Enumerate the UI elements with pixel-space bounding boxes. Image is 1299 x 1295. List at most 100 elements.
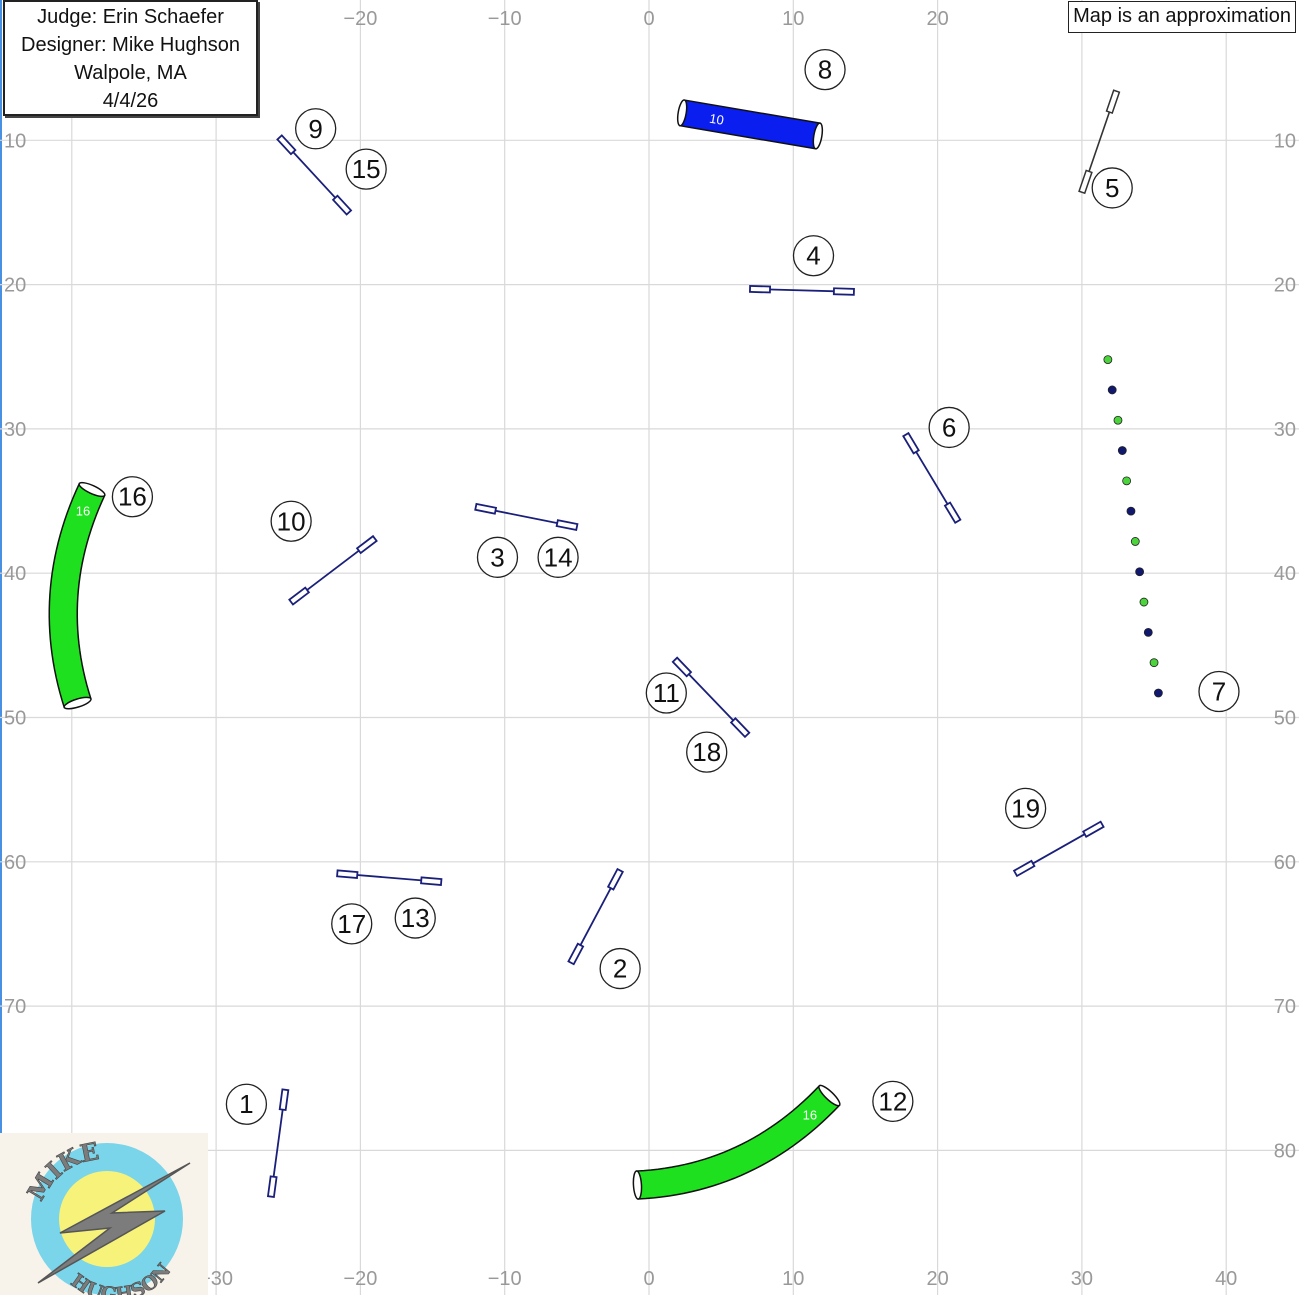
- date-text: 4/4/26: [102, 90, 159, 112]
- obstacle-number-14: 14: [537, 536, 579, 578]
- tunnel-12: 16: [632, 1084, 841, 1200]
- number-circle: [686, 731, 728, 773]
- chute-end: [812, 122, 824, 150]
- tick-label-y-left: 10: [4, 130, 26, 152]
- chute: 10: [676, 99, 824, 150]
- designer-text: Designer: Mike Hughson: [21, 34, 240, 56]
- obstacle-number-6: 6: [928, 406, 970, 449]
- number-circle: [345, 148, 387, 190]
- number-circle: [928, 406, 970, 449]
- obstacle-number-4: 4: [792, 235, 835, 277]
- obstacle-number-2: 2: [599, 947, 641, 990]
- number-label: 2: [613, 954, 627, 984]
- tick-label-x-bottom: 20: [926, 1268, 948, 1290]
- tunnel-end: [632, 1170, 643, 1200]
- chute-body: [679, 99, 821, 150]
- approximation-note: Map is an approximation: [1068, 1, 1296, 33]
- tick-label-x-top: 20: [926, 8, 948, 30]
- weave-pole: [1107, 385, 1117, 395]
- tick-label-x-bottom: −10: [488, 1268, 522, 1290]
- jump-wing: [606, 867, 625, 891]
- obstacle-number-16: 16: [111, 476, 154, 518]
- obstacle-number-8: 8: [804, 48, 846, 91]
- lightning-bolt-icon: [37, 1162, 191, 1284]
- weave-pole: [1103, 355, 1113, 365]
- tick-label-y-left: 70: [4, 996, 26, 1018]
- number-label: 10: [277, 506, 306, 536]
- number-circle: [295, 108, 337, 150]
- number-circle: [792, 235, 835, 277]
- tunnel-16: 16: [48, 481, 106, 710]
- obstacle-number-17: 17: [331, 903, 373, 945]
- mike-hughson-logo: MIKE HUGHSON: [0, 1133, 208, 1295]
- jump-wing: [729, 717, 751, 739]
- jump-wing: [278, 1088, 290, 1112]
- obstacle-number-5: 5: [1091, 167, 1133, 209]
- weave-pole: [1113, 415, 1123, 425]
- number-label: 6: [942, 412, 956, 442]
- number-label: 13: [401, 903, 430, 933]
- number-label: 5: [1105, 173, 1119, 203]
- weave-pole: [1153, 688, 1163, 698]
- tick-label-y-left: 40: [4, 563, 26, 585]
- tick-label-y-left: 50: [4, 708, 26, 730]
- jump-6: [902, 431, 962, 525]
- tick-label-y-right: 10: [1274, 130, 1296, 152]
- jump-wing: [1012, 859, 1036, 878]
- obstacle-number-9: 9: [295, 108, 337, 150]
- jump-wing: [266, 1175, 278, 1198]
- obstacle-number-13: 13: [394, 897, 436, 939]
- jump-2: [567, 867, 625, 966]
- tick-label-y-right: 30: [1274, 419, 1296, 441]
- obstacle-number-12: 12: [872, 1080, 914, 1122]
- number-circle: [476, 536, 519, 578]
- weave-pole: [1126, 506, 1136, 516]
- number-circle: [270, 500, 312, 542]
- tunnel-end: [78, 481, 106, 498]
- number-label: 16: [118, 482, 147, 512]
- tick-label-x-top: 0: [643, 8, 654, 30]
- tick-label-y-right: 50: [1274, 708, 1296, 730]
- weave-pole: [1149, 658, 1159, 668]
- jump-11-18: [671, 656, 751, 739]
- jump-wing: [420, 876, 443, 886]
- panel-wing: [1078, 169, 1093, 195]
- jump-wing: [288, 586, 311, 606]
- number-circle: [225, 1083, 268, 1125]
- judge-text: Judge: Erin Schaefer: [37, 6, 224, 28]
- obstacle-number-7: 7: [1198, 670, 1240, 713]
- tick-label-y-right: 40: [1274, 563, 1296, 585]
- tick-label-x-top: −20: [343, 8, 377, 30]
- jump-wing: [567, 942, 585, 966]
- tick-label-y-left: 60: [4, 852, 26, 874]
- chute-end: [676, 99, 688, 127]
- jump-wing: [355, 534, 378, 555]
- tick-label-x-top: −10: [488, 8, 522, 30]
- weave-pole: [1139, 597, 1149, 607]
- number-circle: [804, 48, 846, 91]
- number-label: 1: [239, 1089, 253, 1119]
- number-label: 8: [818, 55, 832, 85]
- jump-10: [288, 534, 378, 606]
- number-label: 19: [1011, 793, 1040, 823]
- jump-wing: [943, 501, 962, 525]
- tick-label-x-top: 10: [782, 8, 804, 30]
- jump-wing: [902, 431, 920, 455]
- obstacle-number-18: 18: [686, 731, 728, 773]
- tunnel-label: 16: [803, 1108, 817, 1123]
- jump-wing: [555, 519, 579, 532]
- number-label: 15: [352, 154, 381, 184]
- jump-13-17: [336, 869, 443, 886]
- obstacle-number-19: 19: [1004, 787, 1047, 830]
- panel-wing: [1105, 89, 1121, 114]
- jump-wing: [474, 502, 498, 515]
- chute-label: 10: [708, 111, 725, 128]
- jump-wing: [1081, 820, 1105, 838]
- tunnel-label: 16: [76, 504, 90, 519]
- jump-wing: [749, 285, 772, 294]
- weave-pole: [1117, 446, 1127, 455]
- tunnel-end: [818, 1084, 841, 1107]
